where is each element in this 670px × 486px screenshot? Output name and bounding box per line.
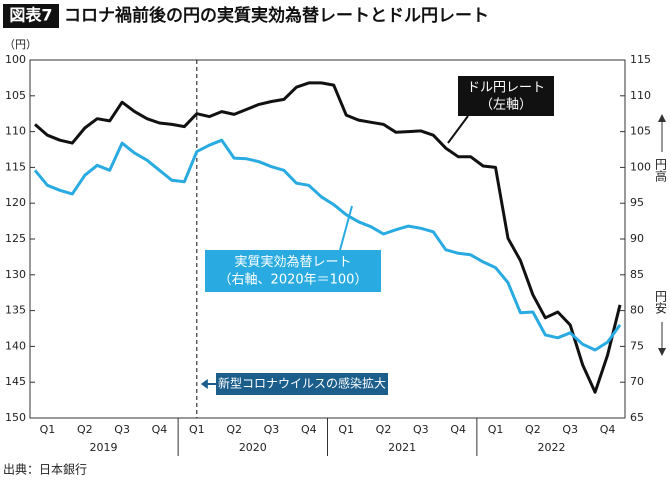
legend-box [205, 250, 381, 292]
x-tick-label: Q3 [413, 423, 429, 436]
event-label: 新型コロナウイルスの感染拡大 [218, 376, 386, 391]
x-tick-label: Q4 [450, 423, 466, 436]
y2-tick-label: 85 [630, 268, 644, 281]
y-tick-label: 140 [5, 339, 26, 352]
y-tick-label: 145 [5, 375, 26, 388]
x-tick-label: Q1 [338, 423, 354, 436]
y2-tick-label: 100 [630, 160, 651, 173]
y2-tick-label: 95 [630, 196, 644, 209]
x-tick-label: Q2 [226, 423, 242, 436]
year-label: 2021 [388, 441, 416, 454]
legend-note: （左軸） [480, 97, 532, 112]
y2-tick-label: 90 [630, 232, 644, 245]
y-tick-label: 105 [5, 89, 26, 102]
chart-title: コロナ禍前後の円の実質実効為替レートとドル円レート [64, 5, 489, 26]
y-tick-label: 100 [5, 53, 26, 66]
year-label: 2019 [89, 441, 117, 454]
legend-note: （右軸、2020年＝100） [219, 273, 368, 288]
y-tick-label: 115 [5, 160, 26, 173]
legend-name: ドル円レート [467, 81, 545, 96]
axis-direction-label: 円安 [654, 290, 668, 314]
series-line [33, 138, 622, 352]
y2-tick-label: 75 [630, 339, 644, 352]
arrow-up-head [658, 114, 666, 122]
y-tick-label: 130 [5, 268, 26, 281]
callout-line [447, 115, 469, 144]
source: 出典：日本銀行 [3, 463, 87, 477]
y-tick-label: 125 [5, 232, 26, 245]
x-tick-label: Q1 [488, 423, 504, 436]
y2-tick-label: 110 [630, 89, 651, 102]
x-tick-label: Q3 [114, 423, 130, 436]
y2-tick-label: 80 [630, 304, 644, 317]
x-tick-label: Q3 [562, 423, 578, 436]
y2-tick-label: 115 [630, 53, 651, 66]
y-unit: （円） [4, 38, 37, 51]
x-tick-label: Q2 [376, 423, 392, 436]
y2-tick-label: 70 [630, 375, 644, 388]
x-tick-label: Q2 [77, 423, 93, 436]
y2-tick-label: 65 [630, 411, 644, 424]
arrow-down-head [658, 348, 666, 356]
y-tick-label: 150 [5, 411, 26, 424]
legend-name: 実質実効為替レート [234, 254, 351, 270]
event-box [216, 373, 388, 395]
y2-tick-label: 105 [630, 125, 651, 138]
y-tick-label: 120 [5, 196, 26, 209]
callout-line [339, 205, 353, 251]
series-line [34, 81, 622, 394]
x-tick-label: Q1 [40, 423, 56, 436]
year-label: 2020 [239, 441, 267, 454]
legend-box [458, 76, 554, 116]
axis-direction-label: 円高 [654, 158, 668, 183]
x-tick-label: Q4 [600, 423, 616, 436]
x-tick-label: Q3 [264, 423, 280, 436]
event-arrow [200, 379, 208, 389]
title-badge: 図表7 [9, 6, 52, 25]
x-tick-label: Q4 [152, 423, 168, 436]
y-tick-label: 135 [5, 304, 26, 317]
title-badge-bg [3, 4, 59, 28]
y-tick-label: 110 [5, 125, 26, 138]
year-label: 2022 [538, 441, 566, 454]
x-tick-label: Q4 [301, 423, 317, 436]
x-tick-label: Q2 [525, 423, 541, 436]
x-tick-label: Q1 [189, 423, 205, 436]
